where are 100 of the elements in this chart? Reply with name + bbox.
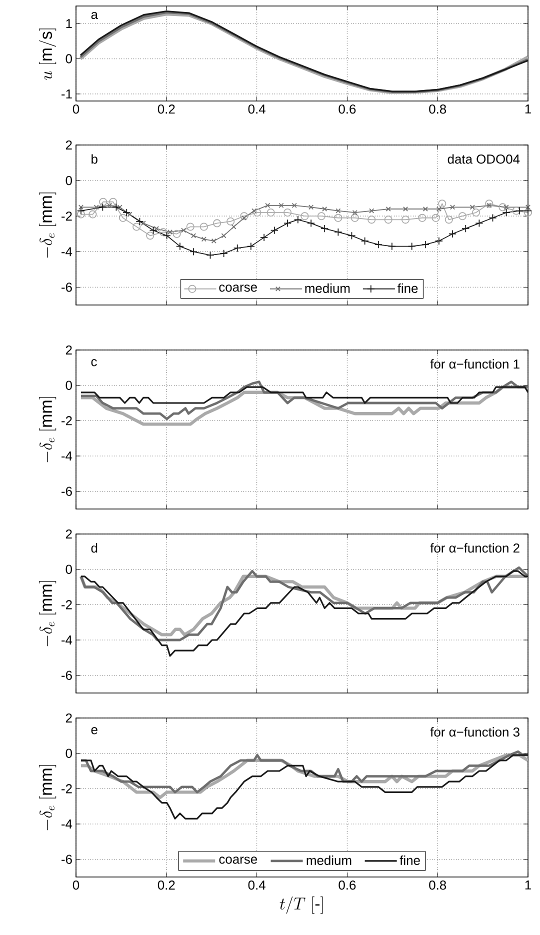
point — [109, 198, 118, 206]
y-tick-label: 2 — [66, 529, 72, 539]
line-series — [80, 386, 528, 404]
point — [252, 208, 257, 214]
point — [76, 206, 86, 215]
point — [300, 212, 309, 220]
y-tick-label: -2 — [62, 600, 72, 610]
point — [211, 238, 216, 244]
point — [320, 224, 329, 233]
point — [253, 208, 262, 217]
point — [486, 202, 492, 208]
point — [189, 248, 198, 256]
point — [418, 214, 426, 222]
point — [278, 202, 284, 208]
y-tick-label: 2 — [66, 713, 72, 723]
point — [294, 216, 302, 224]
x-tick-label: 0.8 — [429, 104, 446, 114]
point — [432, 214, 440, 222]
legend-label: coarse — [219, 284, 257, 292]
point — [200, 222, 208, 231]
y-axis-title: $-\delta_e\ [\mathrm{mm}]$ — [38, 397, 56, 462]
point — [374, 240, 382, 249]
point — [146, 232, 154, 240]
point — [470, 204, 475, 210]
point — [136, 217, 144, 226]
point — [127, 212, 132, 217]
point — [88, 210, 97, 218]
point — [360, 236, 369, 246]
y-tick-label: -1 — [62, 90, 72, 98]
x-tick-label: 1 — [525, 104, 531, 114]
point — [485, 200, 494, 208]
point — [369, 208, 374, 214]
point — [190, 233, 196, 238]
x-axis-title: $t/T\ [\textrm{-}]$ — [280, 896, 323, 914]
point — [498, 203, 507, 212]
y-tick-label: -6 — [62, 282, 72, 292]
point — [307, 219, 316, 228]
point — [292, 202, 297, 208]
point — [186, 222, 194, 231]
point — [118, 214, 128, 222]
point — [149, 226, 158, 234]
y-tick-label: 0 — [66, 176, 72, 186]
point — [106, 202, 112, 208]
y-tick-label: -6 — [62, 854, 72, 864]
point — [462, 224, 470, 233]
point — [408, 242, 416, 250]
y-axis-title: $-\delta_e\ [\mathrm{mm}]$ — [38, 192, 56, 258]
point — [246, 242, 255, 250]
point — [94, 204, 99, 210]
y-tick-label: 0 — [66, 54, 72, 64]
point — [242, 215, 247, 220]
point — [422, 206, 428, 212]
annotation: a — [91, 12, 98, 20]
point — [488, 214, 497, 222]
legend-label: medium — [305, 283, 350, 293]
point — [334, 228, 342, 236]
point — [154, 226, 160, 232]
point — [201, 236, 206, 242]
point — [502, 208, 510, 217]
x-tick-label: 0.6 — [338, 880, 356, 890]
x-tick-label: 0.2 — [158, 104, 175, 114]
y-tick-label: -2 — [62, 784, 72, 794]
point — [76, 210, 86, 218]
point — [265, 202, 270, 208]
y-axis-title: $-\delta_e\ [\mathrm{mm}]$ — [38, 581, 56, 646]
x-tick-label: 0.4 — [248, 104, 266, 114]
point — [270, 226, 278, 234]
point — [308, 204, 314, 210]
point — [122, 208, 131, 217]
y-tick-label: -6 — [62, 486, 72, 496]
point — [401, 216, 410, 224]
annotation: d — [91, 543, 98, 553]
point — [525, 204, 531, 210]
point — [515, 206, 524, 215]
point — [240, 212, 248, 220]
annotation: for α−function 2 — [430, 543, 520, 553]
point — [384, 216, 392, 224]
point — [386, 206, 391, 212]
point — [233, 244, 242, 252]
line-series — [80, 570, 528, 657]
point — [260, 233, 268, 242]
y-tick-label: -2 — [62, 212, 72, 221]
point — [226, 217, 235, 226]
point — [162, 232, 171, 240]
y-tick-label: -4 — [62, 820, 72, 828]
annotation: b — [92, 154, 98, 164]
point — [448, 230, 457, 238]
point — [317, 212, 326, 220]
y-tick-label: -4 — [62, 247, 72, 256]
point — [132, 222, 141, 231]
point — [368, 216, 376, 224]
point — [172, 230, 181, 238]
y-tick-label: -2 — [62, 416, 72, 426]
y-axis-title: $-\delta_e\ [\mathrm{mm}]$ — [38, 765, 56, 830]
x-tick-label: 0 — [72, 880, 80, 890]
y-tick-label: 0 — [66, 380, 72, 390]
point — [231, 224, 236, 230]
x-tick-label: 0.6 — [338, 104, 356, 114]
y-tick-label: 2 — [66, 345, 72, 355]
point — [402, 206, 408, 212]
